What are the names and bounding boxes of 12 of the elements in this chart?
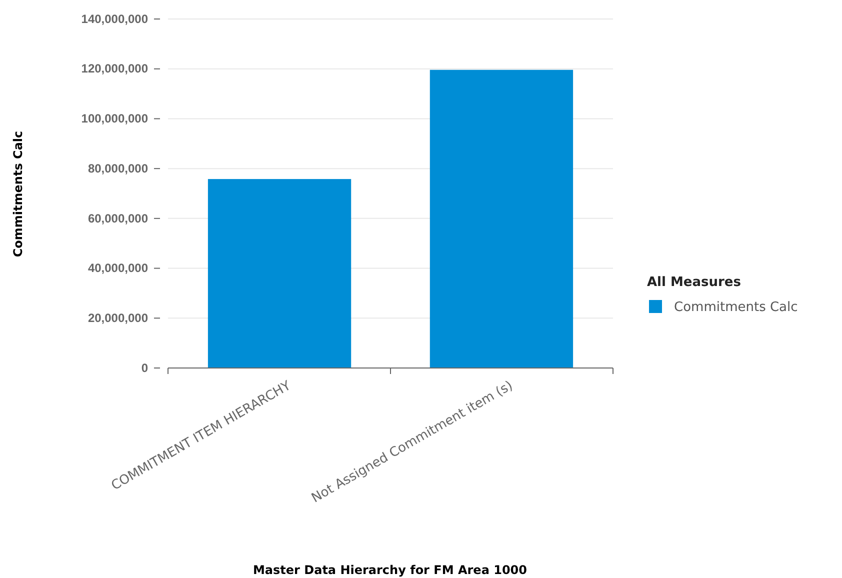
y-tick-label: 60,000,000 [88,211,148,226]
y-tick-label: 40,000,000 [88,261,148,276]
y-tick-label: 20,000,000 [88,310,148,325]
y-tick-label: 80,000,000 [88,161,148,176]
legend-label: Commitments Calc [674,300,798,315]
x-axis-title: Master Data Hierarchy for FM Area 1000 [252,563,528,577]
y-tick-label: 0 [141,360,148,375]
legend-title: All Measures [647,275,742,290]
y-tick-label: 140,000,000 [81,12,148,26]
y-axis-title: Commitments Calc [11,130,25,258]
y-tick-label: 100,000,000 [81,112,148,126]
y-tick-label: 120,000,000 [81,62,148,76]
